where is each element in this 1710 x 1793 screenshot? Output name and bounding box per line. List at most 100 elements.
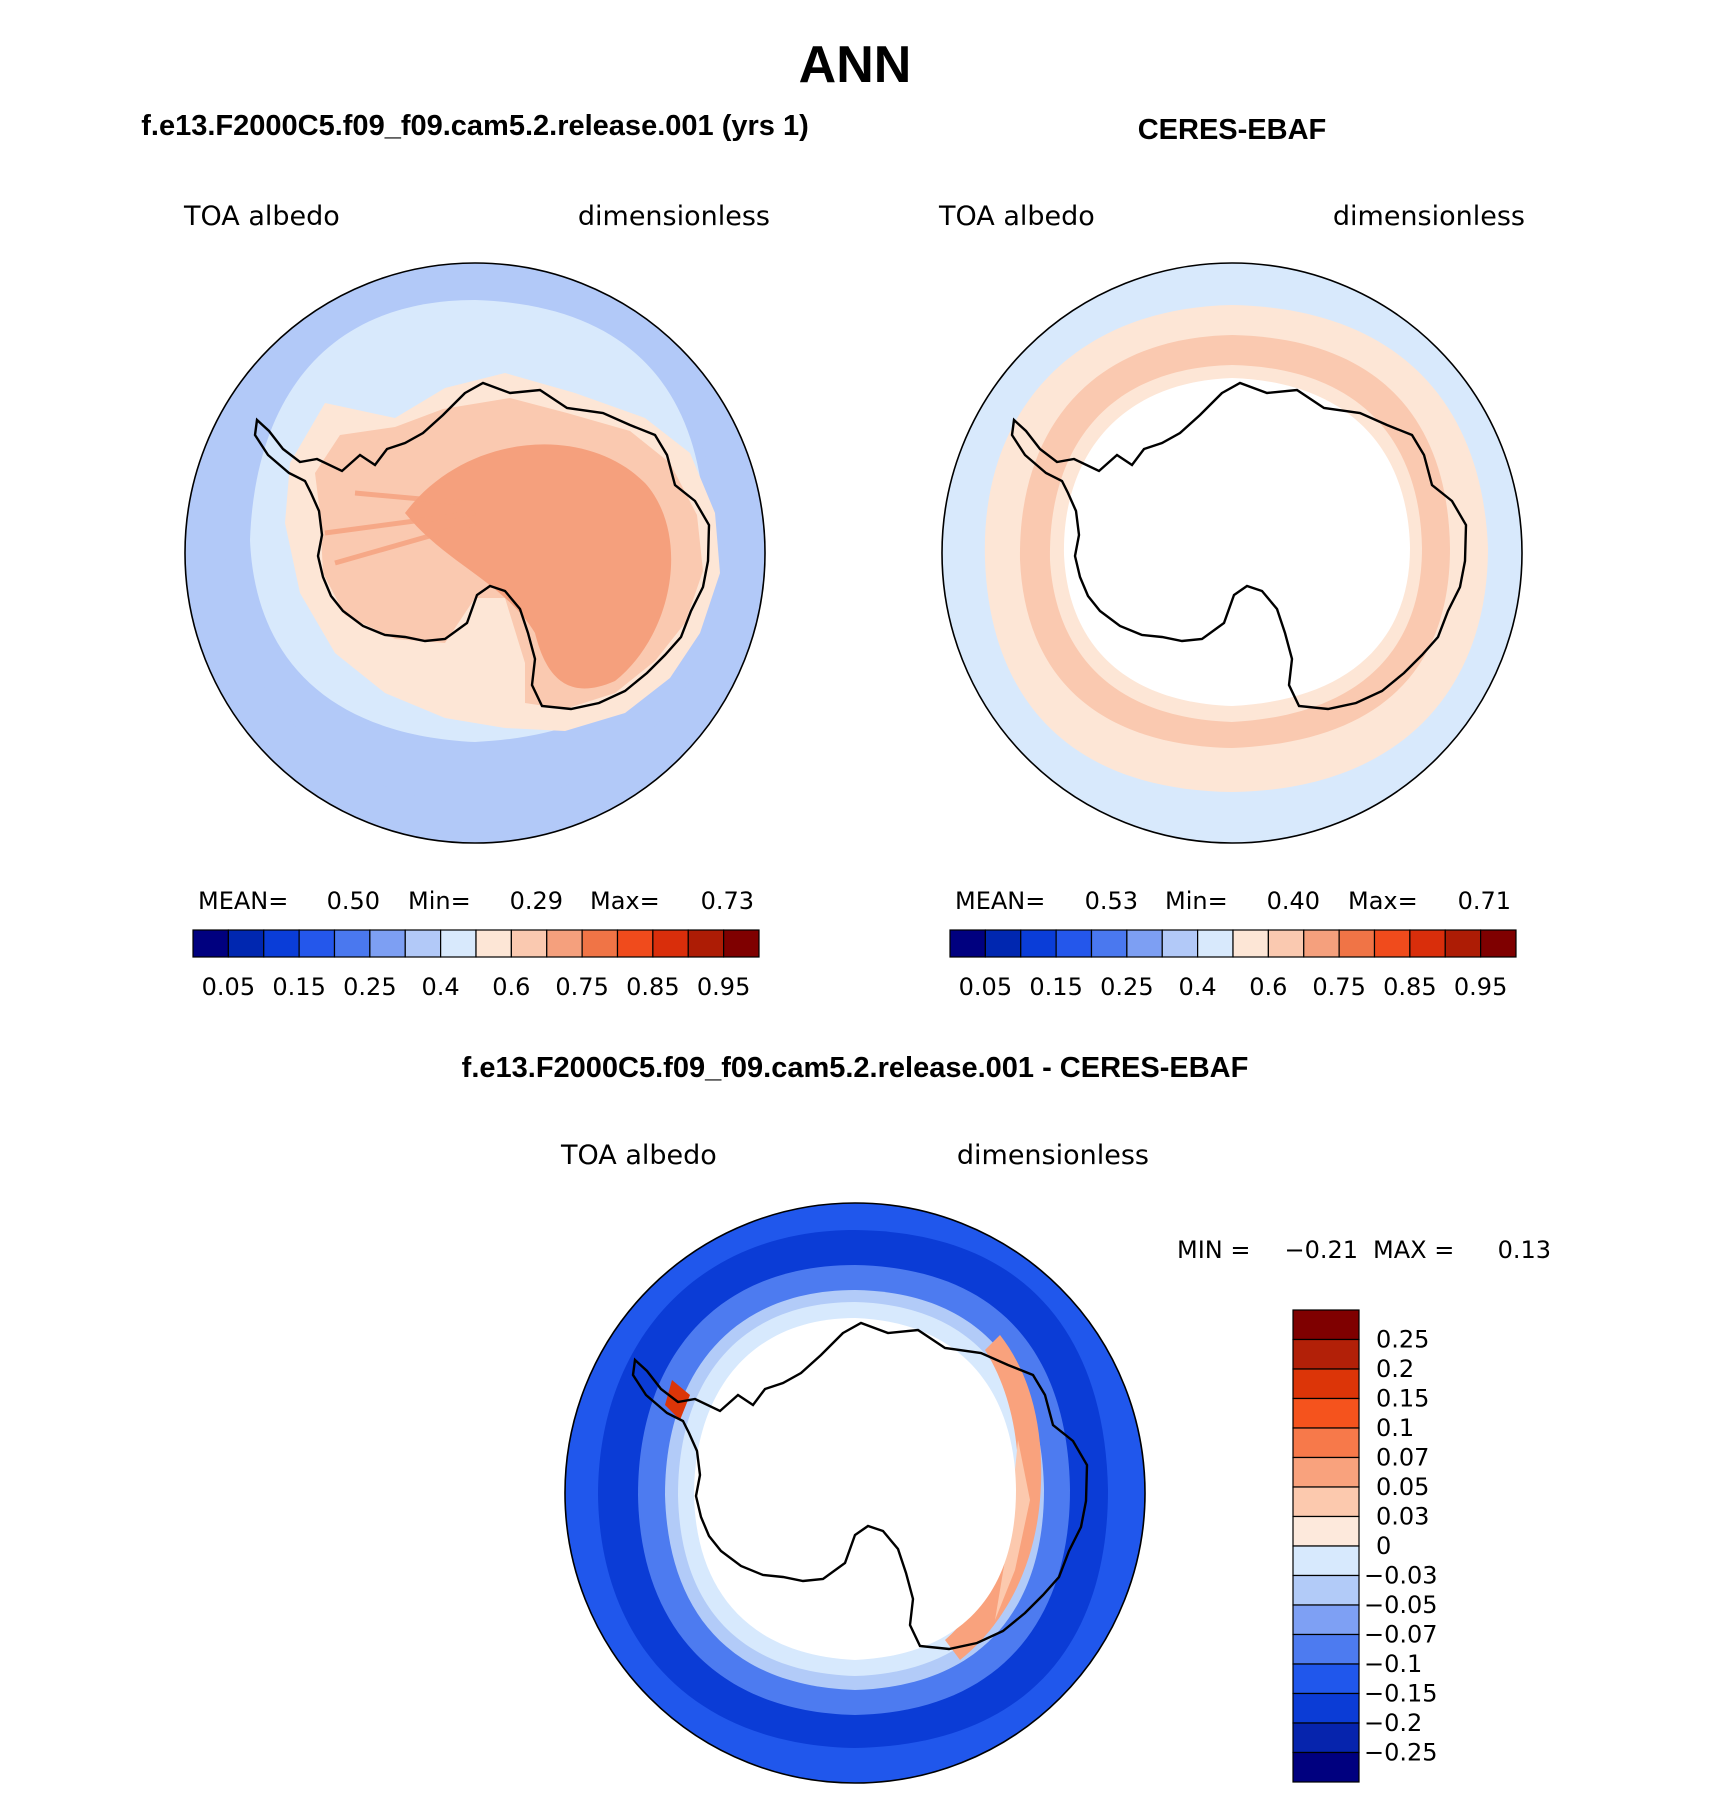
- panel-model-colorbar-box: [475, 929, 512, 958]
- panel-model-min-label: Min=: [408, 887, 471, 915]
- panel-obs-max-label: Max=: [1348, 887, 1418, 915]
- panel-obs-colorbar-tick-label: 0.95: [1454, 973, 1507, 1001]
- panel-diff-colorbar-tick-label: 0.03: [1376, 1503, 1429, 1531]
- panel-diff-colorbar-box: [1292, 1633, 1360, 1665]
- panel-obs-title: CERES-EBAF: [1138, 114, 1327, 146]
- panel-model-colorbar-box: [546, 929, 583, 958]
- panel-obs-map-border: [941, 262, 1523, 844]
- panel-model-colorbar-box: [227, 929, 265, 958]
- panel-model-title: f.e13.F2000C5.f09_f09.cam5.2.release.001…: [141, 110, 808, 142]
- panel-diff-colorbar-box: [1292, 1722, 1360, 1754]
- panel-diff-colorbar-tick-label: −0.05: [1364, 1591, 1438, 1619]
- panel-diff-colorbar-box: [1292, 1545, 1360, 1577]
- panel-obs-min-value: 0.40: [1267, 887, 1320, 915]
- panel-model-colorbar-tick-label: 0.05: [202, 973, 255, 1001]
- panel-model-colorbar-tick-label: 0.25: [343, 973, 396, 1001]
- panel-diff-title: f.e13.F2000C5.f09_f09.cam5.2.release.001…: [462, 1052, 1249, 1084]
- panel-model-colorbar-tick-label: 0.4: [422, 973, 460, 1001]
- panel-diff-colorbar-box: [1292, 1397, 1360, 1429]
- panel-obs-colorbar-box: [1338, 929, 1376, 958]
- panel-diff-colorbar-tick-label: 0.05: [1376, 1473, 1429, 1501]
- panel-diff-stats: MIN = −0.21 MAX = 0.13: [1177, 1236, 1551, 1264]
- panel-diff-min-value: −0.21: [1284, 1236, 1358, 1264]
- panel-diff-colorbar-tick-label: 0: [1376, 1532, 1391, 1560]
- panel-obs-colorbar-box: [1444, 929, 1482, 958]
- panel-obs-colorbar-box: [1197, 929, 1234, 958]
- panel-obs-colorbar-tick-label: 0.85: [1383, 973, 1436, 1001]
- panel-diff-max-value: 0.13: [1498, 1236, 1551, 1264]
- panel-diff-colorbar-box: [1292, 1515, 1360, 1547]
- panel-diff-min-label: MIN =: [1177, 1236, 1250, 1264]
- panel-model-colorbar-box: [652, 929, 689, 958]
- panel-diff-map-border: [564, 1202, 1146, 1784]
- panel-diff-colorbar-tick-label: −0.25: [1364, 1739, 1438, 1767]
- panel-diff-units: dimensionless: [957, 1140, 1149, 1171]
- panel-obs-colorbar-box: [1161, 929, 1199, 958]
- panel-obs-colorbar-box: [1055, 929, 1093, 958]
- panel-model-max-label: Max=: [590, 887, 660, 915]
- panel-model-colorbar-box: [263, 929, 300, 958]
- panel-model-colorbar-tick-label: 0.75: [555, 973, 608, 1001]
- panel-obs-colorbar-box: [949, 929, 986, 958]
- panel-model-stats: MEAN= 0.50 Min= 0.29 Max= 0.73: [198, 887, 754, 915]
- panel-model-colorbar-box: [687, 929, 725, 958]
- panel-model-map: [185, 263, 765, 843]
- panel-obs-colorbar-box: [1267, 929, 1305, 958]
- panel-model-colorbar-box: [616, 929, 654, 958]
- panel-obs-colorbar-box: [1232, 929, 1269, 958]
- panel-obs-colorbar-box: [1480, 929, 1517, 958]
- panel-diff-colorbar-tick-label: 0.1: [1376, 1414, 1414, 1442]
- panel-diff-colorbar-box: [1292, 1574, 1360, 1606]
- panel-obs-mean-label: MEAN=: [955, 887, 1045, 915]
- panel-obs-colorbar-box: [984, 929, 1022, 958]
- panel-diff-colorbar-box: [1292, 1692, 1360, 1724]
- panel-obs-colorbar-tick-label: 0.25: [1100, 973, 1153, 1001]
- panel-diff-variable: TOA albedo: [560, 1140, 717, 1171]
- panel-model-mean-value: 0.50: [327, 887, 380, 915]
- panel-obs-colorbar-tick-label: 0.15: [1029, 973, 1082, 1001]
- panel-diff-colorbar-tick-label: −0.2: [1364, 1709, 1422, 1737]
- panel-diff-colorbar-tick-label: −0.03: [1364, 1562, 1438, 1590]
- panel-obs-units: dimensionless: [1333, 201, 1525, 232]
- panel-model-colorbar-box: [192, 929, 229, 958]
- panel-obs-colorbar-box: [1409, 929, 1446, 958]
- panel-diff-map: [565, 1203, 1145, 1783]
- panel-model-colorbar-tick-label: 0.15: [272, 973, 325, 1001]
- panel-diff-colorbar: 0.250.20.150.10.070.050.030−0.03−0.05−0.…: [1292, 1309, 1438, 1783]
- panel-obs-mean-value: 0.53: [1085, 887, 1138, 915]
- panel-diff-colorbar-box: [1292, 1663, 1360, 1695]
- figure-title: ANN: [799, 36, 912, 94]
- panel-model-max-value: 0.73: [701, 887, 754, 915]
- panel-obs-variable: TOA albedo: [938, 201, 1095, 232]
- panel-model-colorbar: 0.05 0.15 0.25 0.4 0.6 0.75 0.85 0.95: [192, 929, 760, 1001]
- panel-model-colorbar-tick-label: 0.6: [492, 973, 530, 1001]
- panel-diff-colorbar-tick-label: −0.1: [1364, 1650, 1422, 1678]
- panel-diff-colorbar-box: [1292, 1427, 1360, 1459]
- panel-model-colorbar-tick-label: 0.95: [697, 973, 750, 1001]
- panel-obs-colorbar-box: [1090, 929, 1128, 958]
- panel-model-colorbar-box: [404, 929, 442, 958]
- panel-obs-map: [942, 263, 1522, 843]
- panel-model-colorbar-tick-label: 0.85: [626, 973, 679, 1001]
- panel-obs-colorbar-box: [1373, 929, 1411, 958]
- panel-diff-colorbar-tick-label: −0.07: [1364, 1621, 1438, 1649]
- panel-model-colorbar-box: [510, 929, 548, 958]
- panel-diff-colorbar-box: [1292, 1456, 1360, 1488]
- panel-diff: f.e13.F2000C5.f09_f09.cam5.2.release.001…: [462, 1052, 1551, 1784]
- panel-diff-colorbar-tick-label: 0.2: [1376, 1355, 1414, 1383]
- panel-model-min-value: 0.29: [510, 887, 563, 915]
- panel-model-colorbar-box: [440, 929, 477, 958]
- panel-diff-colorbar-box: [1292, 1338, 1360, 1370]
- panel-model-units: dimensionless: [578, 201, 770, 232]
- panel-diff-colorbar-box: [1292, 1604, 1360, 1636]
- panel-model-variable: TOA albedo: [183, 201, 340, 232]
- panel-diff-max-label: MAX =: [1373, 1236, 1454, 1264]
- panel-obs-colorbar-box: [1303, 929, 1340, 958]
- panel-obs-max-value: 0.71: [1458, 887, 1511, 915]
- panel-obs-min-label: Min=: [1165, 887, 1228, 915]
- panel-obs-stats: MEAN= 0.53 Min= 0.40 Max= 0.71: [955, 887, 1511, 915]
- panel-model-colorbar-box: [333, 929, 371, 958]
- panel-diff-colorbar-tick-label: 0.15: [1376, 1385, 1429, 1413]
- panel-obs-colorbar-tick-label: 0.6: [1249, 973, 1287, 1001]
- panel-diff-colorbar-tick-label: 0.25: [1376, 1326, 1429, 1354]
